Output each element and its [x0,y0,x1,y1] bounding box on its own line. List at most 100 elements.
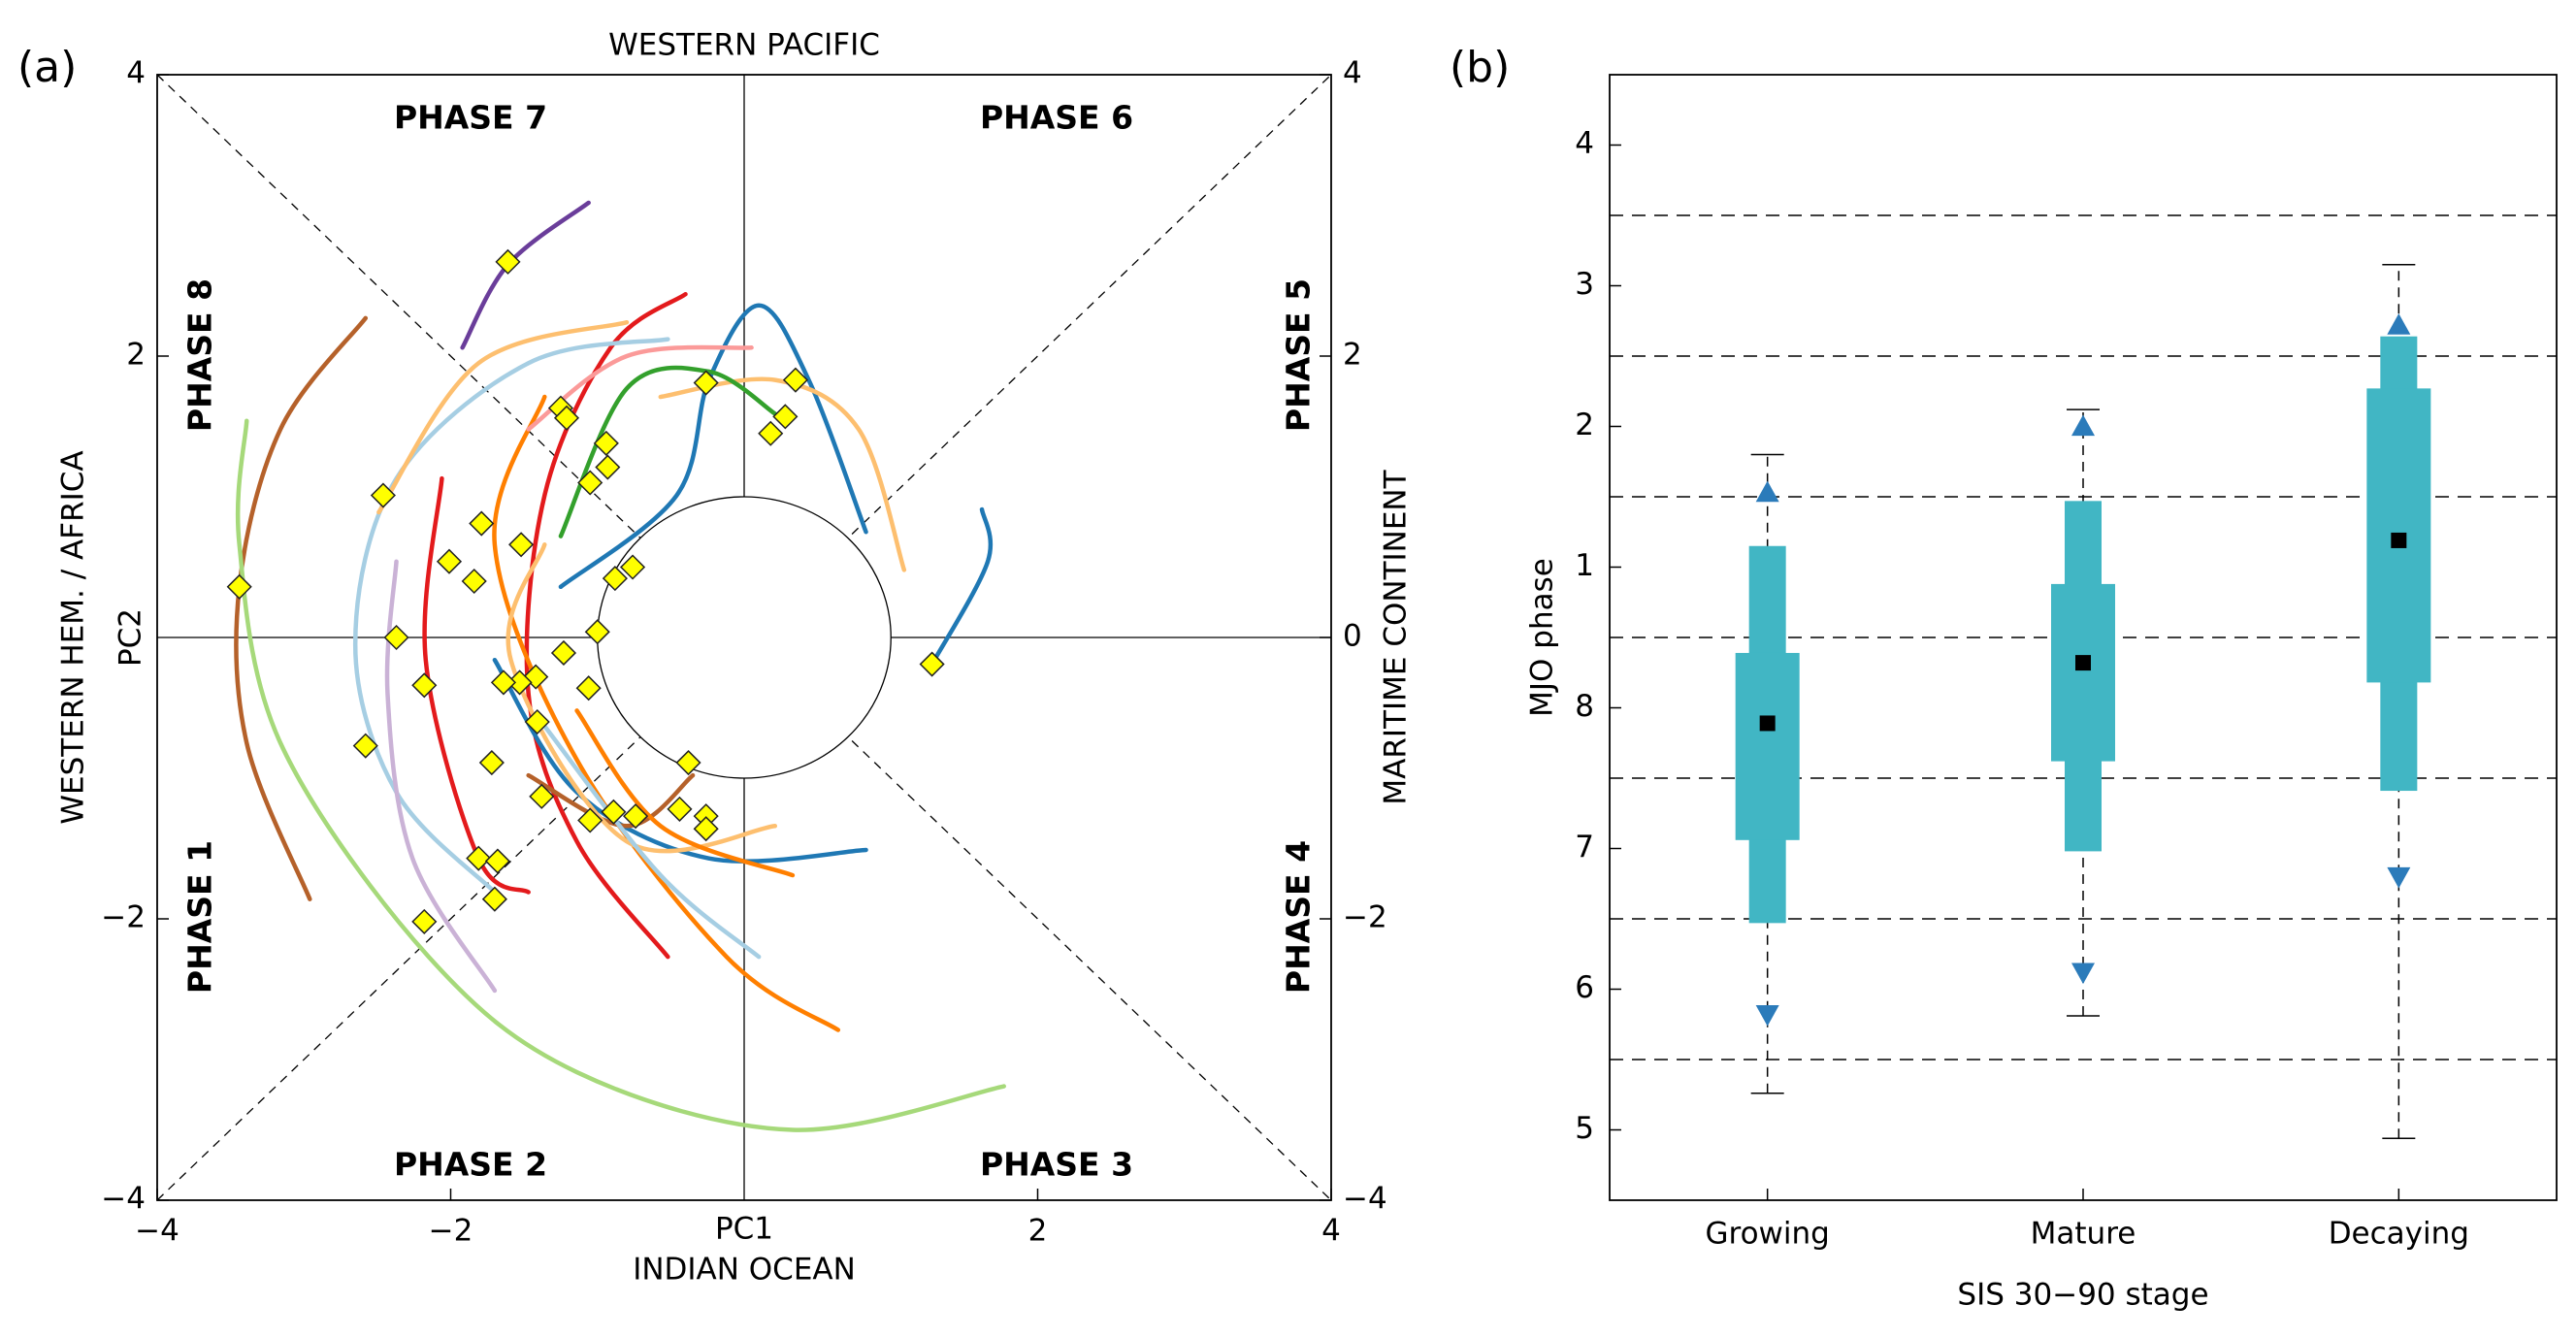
diamond-marker [529,783,555,809]
x-axis-label: PC1 [715,1212,773,1247]
x-tick-label: Mature [2031,1217,2136,1252]
y2-tick-label: −4 [1343,1182,1387,1217]
y-tick-label: 1 [1575,548,1594,583]
lower-marker [1755,1005,1779,1027]
y-tick-label: 3 [1575,267,1594,302]
trajectory [526,772,696,829]
diamond-marker [693,370,719,396]
x-tick-label: Growing [1705,1217,1829,1252]
y-axis-label: PC2 [114,608,148,667]
plot-frame [1609,74,2558,1201]
diamond-marker [595,454,621,480]
trajectory [574,708,796,878]
trajectory [422,475,531,895]
diamond-marker [619,554,646,580]
diamond-marker [370,482,396,508]
phase-label: PHASE 6 [980,99,1133,137]
diamond-marker [226,573,252,600]
y-tick-label: −4 [101,1182,146,1217]
diamond-marker [411,908,438,934]
diamond-marker [601,799,627,825]
y-tick-label: 4 [1575,126,1594,161]
y-tick-label: 7 [1575,830,1594,865]
phase-label: PHASE 2 [394,1146,547,1184]
diamond-marker [524,708,550,735]
trajectory [524,291,688,960]
lower-marker [2071,963,2095,985]
y2-tick-label: 0 [1343,619,1362,654]
x-tick-label: 2 [1028,1214,1048,1249]
diamond-marker [461,568,487,595]
y-tick-label: 6 [1575,970,1594,1005]
inner-box [2051,583,2115,762]
diamond-marker [693,816,719,842]
trajectory [929,506,994,667]
upper-marker [1755,480,1779,503]
top-label: WESTERN PACIFIC [608,28,880,63]
phase-label: PHASE 7 [394,99,547,137]
trajectory [492,394,841,1032]
x-tick-label: Decaying [2329,1217,2469,1252]
inner-box [1735,652,1800,840]
diamond-marker [577,470,603,496]
diamond-marker [584,619,610,645]
right-label: MARITIME CONTINENT [1379,469,1414,804]
upper-marker [2387,313,2411,335]
trajectory [558,303,868,590]
y2-tick-label: 2 [1343,338,1362,373]
diamond-marker [508,532,535,558]
median [2391,532,2407,548]
y-tick-label: 2 [126,338,146,373]
phase-label: PHASE 3 [980,1146,1133,1184]
median [2075,655,2091,671]
trajectory [542,724,762,960]
diamond-marker [919,651,945,677]
diamond-marker [383,624,409,651]
diamond-marker [466,845,492,871]
y-tick-label: 8 [1575,689,1594,724]
diamond-marker [352,733,378,759]
y2-tick-label: −2 [1343,900,1387,935]
y-tick-label: 5 [1575,1111,1594,1146]
y-tick-label: 2 [1575,408,1594,442]
trajectory [384,559,498,994]
trajectory [505,542,778,854]
bottom-label: INDIAN OCEAN [633,1253,856,1288]
diamond-marker [675,749,701,776]
diamond-marker [436,548,463,574]
diamond-marker [484,848,510,874]
panel-label: (b) [1450,43,1510,92]
phase-label: PHASE 8 [181,278,219,432]
phase-label: PHASE 5 [1280,278,1318,432]
diamond-marker [772,404,799,430]
diamond-marker [623,803,649,830]
diamond-marker [490,669,517,696]
left-label: WESTERN HEM. / AFRICA [56,450,91,824]
y2-tick-label: 4 [1343,56,1362,91]
diamond-marker [667,796,693,822]
diamond-marker [469,510,495,537]
median [1759,715,1776,732]
phase-label: PHASE 4 [1280,840,1318,994]
diamond-marker [577,807,603,833]
x-tick-label: −2 [429,1214,473,1249]
x-tick-label: −4 [135,1214,179,1249]
diamond-marker [478,749,505,776]
unit-circle [597,496,892,779]
y-axis-label: MJO phase [1525,558,1560,717]
diamond-marker [550,639,577,667]
trajectory [352,337,670,895]
diamond-marker [553,405,580,431]
diamond-marker [593,430,619,456]
trajectory [376,319,630,515]
diamond-marker [782,367,808,393]
diamond-marker [575,675,602,702]
panel-label: (a) [17,43,77,92]
phase-label: PHASE 1 [181,840,219,994]
lower-marker [2387,866,2411,889]
upper-marker [2071,414,2095,437]
x-tick-label: 4 [1321,1214,1341,1249]
diamond-marker [602,566,628,592]
